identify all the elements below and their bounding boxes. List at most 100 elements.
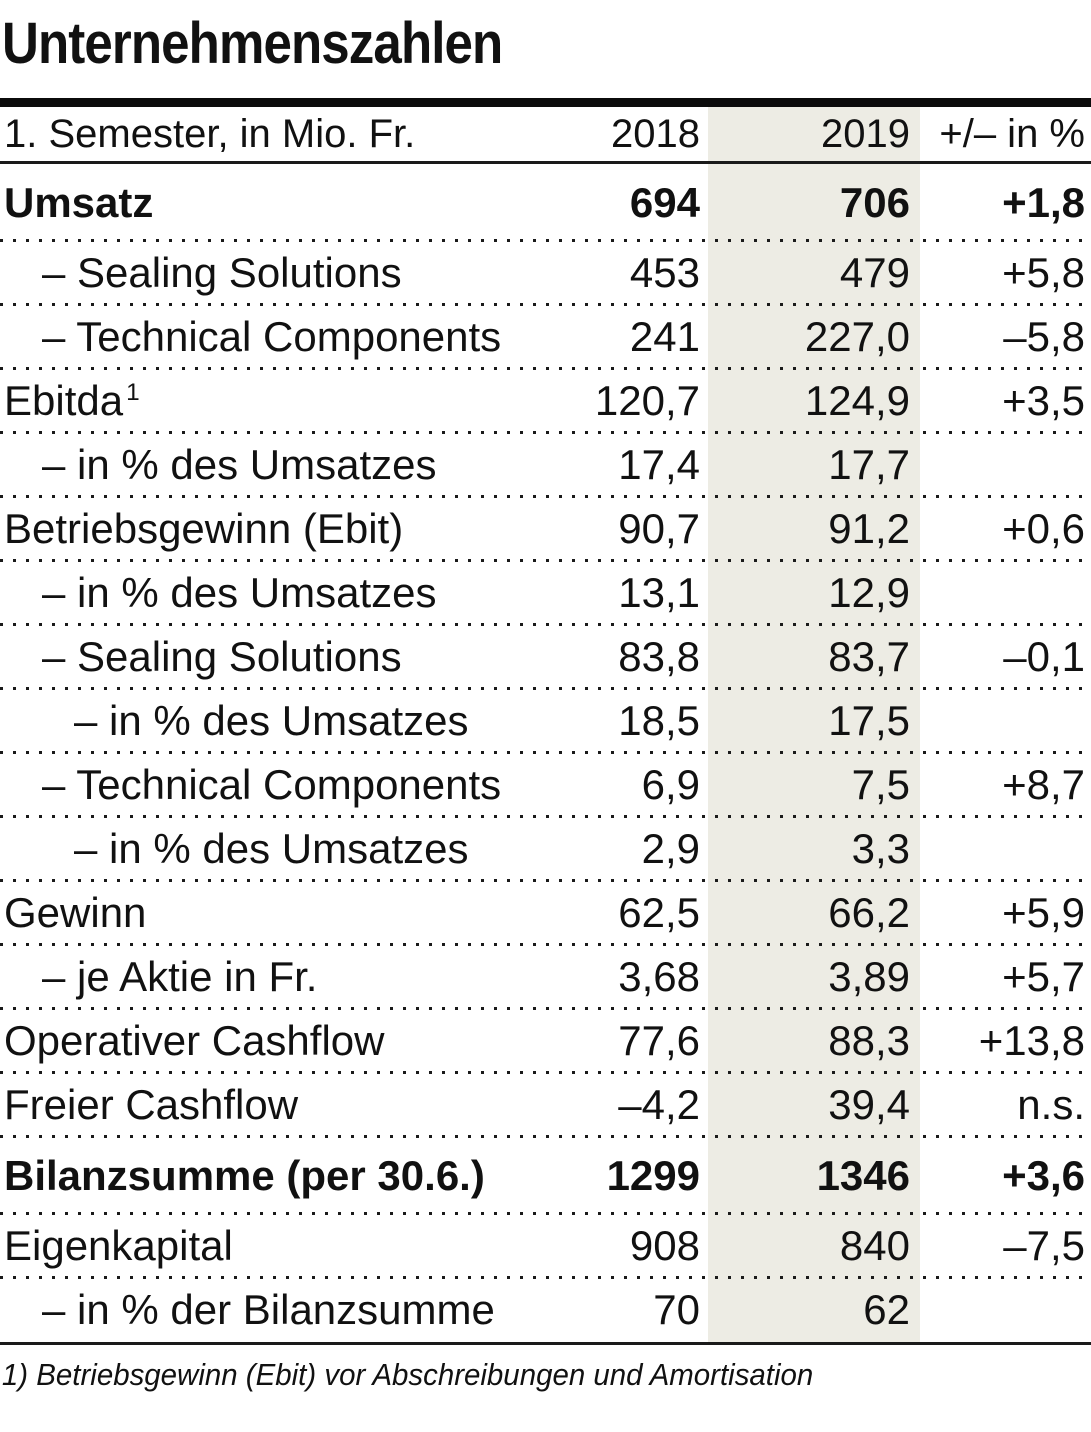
value-2018: 3,68 [618, 953, 700, 1000]
row-label: – in % des Umsatzes [0, 569, 518, 617]
value-2019: 227,0 [804, 313, 910, 360]
table-row: – in % des Umsatzes 13,1 12,9 [0, 561, 1091, 626]
row-label: Betriebsgewinn (Ebit) [0, 505, 518, 553]
value-2019: 88,3 [828, 1017, 910, 1064]
row-label: Freier Cashflow [0, 1081, 518, 1129]
value-change: +1,8 [1002, 178, 1085, 226]
value-2019: 83,7 [828, 633, 910, 680]
row-label: – je Aktie in Fr. [0, 953, 518, 1001]
table-row: – Sealing Solutions 83,8 83,7 –0,1 [0, 625, 1091, 690]
footnote-marker: 1 [126, 379, 140, 406]
value-2019: 62 [863, 1286, 910, 1333]
table-row: – je Aktie in Fr. 3,68 3,89 +5,7 [0, 945, 1091, 1010]
row-label: Eigenkapital [0, 1222, 518, 1270]
value-change: –0,1 [1003, 633, 1085, 680]
value-change: +3,6 [1002, 1151, 1085, 1199]
table-row: – Technical Components 6,9 7,5 +8,7 [0, 753, 1091, 818]
value-2018: 694 [629, 178, 700, 226]
value-change: +5,8 [1002, 249, 1085, 296]
row-label-text: – in % des Umsatzes [74, 697, 469, 744]
value-change: +8,7 [1002, 761, 1085, 808]
value-2018: 120,7 [594, 377, 700, 424]
page: Unternehmenszahlen 1. Semester, in Mio. … [0, 14, 1091, 1432]
header-2019: 2019 [821, 111, 910, 156]
table-row: Bilanzsumme (per 30.6.) 1299 1346 +3,6 [0, 1137, 1091, 1215]
row-label-text: – in % des Umsatzes [74, 825, 469, 872]
row-label: – Sealing Solutions [0, 633, 518, 681]
value-2019: 39,4 [828, 1081, 910, 1128]
row-label-text: – Technical Components [42, 761, 502, 808]
row-label: – Technical Components [0, 761, 518, 809]
row-label-text: – in % des Umsatzes [42, 441, 437, 488]
value-2018: 2,9 [641, 825, 700, 872]
table-row: – in % des Umsatzes 2,9 3,3 [0, 817, 1091, 882]
table-row: Umsatz 694 706 +1,8 [0, 164, 1091, 242]
value-change: +0,6 [1002, 505, 1085, 552]
row-label-text: Ebitda [4, 377, 124, 424]
value-2018: 18,5 [618, 697, 700, 744]
value-2019: 17,7 [828, 441, 910, 488]
row-label: – Sealing Solutions [0, 249, 518, 297]
value-2018: –4,2 [618, 1081, 700, 1128]
value-change: –7,5 [1003, 1222, 1085, 1269]
row-label-text: Freier Cashflow [4, 1081, 299, 1128]
row-label: – Technical Components [0, 313, 518, 361]
row-label: Umsatz [0, 179, 518, 227]
table-rows: Umsatz 694 706 +1,8 – Sealing Solutions … [0, 164, 1091, 1342]
row-label: Bilanzsumme (per 30.6.) [0, 1152, 518, 1200]
table-row: Gewinn 62,5 66,2 +5,9 [0, 881, 1091, 946]
value-2018: 77,6 [618, 1017, 700, 1064]
row-label-text: Operativer Cashflow [4, 1017, 385, 1064]
value-2019: 66,2 [828, 889, 910, 936]
table-row: Freier Cashflow –4,2 39,4 n.s. [0, 1073, 1091, 1138]
value-2018: 6,9 [641, 761, 700, 808]
value-2018: 908 [629, 1222, 700, 1269]
value-2018: 17,4 [618, 441, 700, 488]
value-2018: 13,1 [618, 569, 700, 616]
value-2019: 17,5 [828, 697, 910, 744]
row-label-text: Umsatz [4, 178, 154, 226]
row-label: Gewinn [0, 889, 518, 937]
header-change: +/– in % [939, 111, 1085, 156]
table-row: Operativer Cashflow 77,6 88,3 +13,8 [0, 1009, 1091, 1074]
value-2019: 1346 [816, 1151, 910, 1199]
row-label: Operativer Cashflow [0, 1017, 518, 1065]
table-row: Eigenkapital 908 840 –7,5 [0, 1214, 1091, 1279]
value-change: n.s. [1017, 1081, 1085, 1128]
value-2019: 3,89 [828, 953, 910, 1000]
value-2018: 241 [629, 313, 700, 360]
value-2019: 12,9 [828, 569, 910, 616]
page-title: Unternehmenszahlen [2, 11, 503, 76]
header-2018: 2018 [611, 111, 700, 156]
header-label: 1. Semester, in Mio. Fr. [4, 111, 416, 156]
value-change: +3,5 [1002, 377, 1085, 424]
title-rule [0, 98, 1091, 107]
value-change: +5,7 [1002, 953, 1085, 1000]
value-change: +5,9 [1002, 889, 1085, 936]
row-label: – in % des Umsatzes [0, 825, 518, 873]
table-row: – in % des Umsatzes 17,4 17,7 [0, 433, 1091, 498]
value-2018: 90,7 [618, 505, 700, 552]
row-label-text: – in % des Umsatzes [42, 569, 437, 616]
table-row: Betriebsgewinn (Ebit) 90,7 91,2 +0,6 [0, 497, 1091, 562]
row-label: Ebitda 1 [0, 377, 518, 425]
table-row: Ebitda 1 120,7 124,9 +3,5 [0, 369, 1091, 434]
financial-table: 1. Semester, in Mio. Fr. 2018 2019 +/– i… [0, 107, 1091, 1345]
table-header-row: 1. Semester, in Mio. Fr. 2018 2019 +/– i… [0, 107, 1091, 164]
row-label-text: Gewinn [4, 889, 147, 936]
value-2019: 840 [839, 1222, 910, 1269]
value-2018: 83,8 [618, 633, 700, 680]
value-2018: 453 [629, 249, 700, 296]
row-label-text: Eigenkapital [4, 1222, 233, 1269]
value-2019: 706 [839, 178, 910, 226]
table-row: – in % des Umsatzes 18,5 17,5 [0, 689, 1091, 754]
value-2018: 62,5 [618, 889, 700, 936]
footnote: 1) Betriebsgewinn (Ebit) vor Abschreibun… [1, 1357, 814, 1392]
row-label-text: – Sealing Solutions [42, 249, 402, 296]
row-label-text: – in % der Bilanzsumme [42, 1286, 495, 1333]
value-2018: 70 [653, 1286, 700, 1333]
value-2018: 1299 [606, 1151, 700, 1199]
row-label-text: Bilanzsumme (per 30.6.) [4, 1151, 485, 1199]
row-label: – in % des Umsatzes [0, 441, 518, 489]
value-2019: 479 [839, 249, 910, 296]
